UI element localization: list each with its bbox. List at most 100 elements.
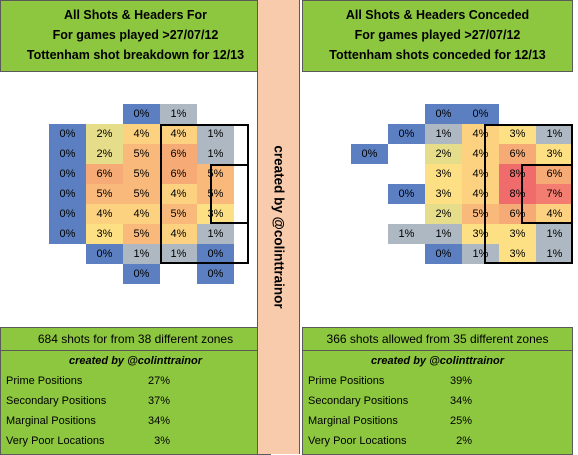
heatmap-cell: 6%	[160, 164, 197, 184]
heatmap-cell: 1%	[197, 224, 234, 244]
stat-value: 2%	[456, 435, 472, 447]
left-stat-secondary: Secondary Positions 37%	[1, 391, 270, 411]
heatmap-cell: 5%	[123, 144, 160, 164]
left-footer: 684 shots for from 38 different zones cr…	[0, 327, 271, 455]
stat-label: Prime Positions	[308, 375, 385, 387]
left-subtitle: For games played >27/07/12	[52, 28, 219, 42]
right-header: All Shots & Headers Conceded For games p…	[302, 0, 573, 72]
heatmap-cell: 5%	[197, 184, 234, 204]
stat-label: Prime Positions	[6, 375, 83, 387]
right-heatmap: 0% 0% 0% 1% 4% 3% 1% 0% 2% 4% 6% 3% 3% 4% 8% 6% 0% 3% 4% 8%…	[302, 72, 573, 327]
heatmap-cell: 1%	[536, 244, 573, 264]
stat-value: 34%	[449, 395, 472, 407]
left-heatmap: 0% 1% 0% 2% 4% 4% 1% 0% 2% 5% 6% 1% 0% 6% 5% 6% 5% 0% 5% 5%…	[0, 72, 271, 327]
heatmap-cell: 0%	[49, 204, 86, 224]
heatmap-cell: 4%	[536, 204, 573, 224]
heatmap-cell: 1%	[197, 124, 234, 144]
heatmap-cell: 1%	[197, 144, 234, 164]
heatmap-cell: 8%	[499, 184, 536, 204]
right-panel: All Shots & Headers Conceded For games p…	[302, 0, 573, 455]
heatmap-cell: 0%	[388, 184, 425, 204]
divider-banner: created by @colinttrainor	[257, 0, 300, 454]
heatmap-cell: 5%	[160, 204, 197, 224]
heatmap-cell: 6%	[499, 144, 536, 164]
heatmap-cell: 6%	[160, 144, 197, 164]
heatmap-cell: 4%	[462, 144, 499, 164]
heatmap-cell: 4%	[123, 124, 160, 144]
heatmap-cell: 0%	[49, 124, 86, 144]
left-stat-marginal: Marginal Positions 34%	[1, 411, 270, 431]
stat-value: 27%	[147, 375, 170, 387]
heatmap-cell: 0%	[388, 124, 425, 144]
left-title: All Shots & Headers For	[63, 8, 208, 22]
heatmap-cell: 3%	[499, 244, 536, 264]
heatmap-cell: 2%	[86, 124, 123, 144]
heatmap-cell: 0%	[197, 244, 234, 264]
right-title: All Shots & Headers Conceded	[345, 8, 530, 22]
heatmap-cell: 4%	[160, 224, 197, 244]
heatmap-cell: 4%	[86, 204, 123, 224]
heatmap-cell: 3%	[425, 164, 462, 184]
heatmap-cell: 3%	[499, 224, 536, 244]
left-stat-very-poor: Very Poor Locations 3%	[1, 431, 270, 451]
left-caption: Tottenham shot breakdown for 12/13	[26, 48, 245, 62]
heatmap-cell: 3%	[462, 224, 499, 244]
heatmap-cell: 0%	[425, 244, 462, 264]
right-stat-marginal: Marginal Positions 25%	[303, 411, 572, 431]
heatmap-cell: 2%	[86, 144, 123, 164]
right-footer: 366 shots allowed from 35 different zone…	[302, 327, 573, 455]
right-caption: Tottenham shots conceded for 12/13	[329, 48, 546, 62]
stat-label: Very Poor Locations	[308, 435, 407, 447]
stat-value: 3%	[154, 435, 170, 447]
heatmap-cell: 1%	[388, 224, 425, 244]
heatmap-cell: 1%	[160, 244, 197, 264]
heatmap-cell: 5%	[123, 164, 160, 184]
right-subtitle: For games played >27/07/12	[354, 28, 521, 42]
left-header: All Shots & Headers For For games played…	[0, 0, 271, 72]
heatmap-cell: 0%	[462, 104, 499, 124]
heatmap-cell: 4%	[462, 164, 499, 184]
stat-value: 25%	[449, 415, 472, 427]
stat-label: Secondary Positions	[6, 395, 107, 407]
stat-value: 39%	[449, 375, 472, 387]
heatmap-cell: 3%	[425, 184, 462, 204]
left-stat-prime: Prime Positions 27%	[1, 371, 270, 391]
heatmap-cell: 5%	[86, 184, 123, 204]
heatmap-cell: 0%	[123, 104, 160, 124]
heatmap-cell: 0%	[123, 264, 160, 284]
heatmap-cell: 0%	[49, 224, 86, 244]
heatmap-cell: 1%	[425, 124, 462, 144]
heatmap-cell: 7%	[536, 184, 573, 204]
stat-value: 37%	[147, 395, 170, 407]
heatmap-cell: 2%	[425, 144, 462, 164]
right-stat-prime: Prime Positions 39%	[303, 371, 572, 391]
right-stat-secondary: Secondary Positions 34%	[303, 391, 572, 411]
right-credit: created by @colinttrainor	[371, 355, 504, 367]
heatmap-cell: 1%	[123, 244, 160, 264]
heatmap-cell: 4%	[123, 204, 160, 224]
stat-label: Secondary Positions	[308, 395, 409, 407]
heatmap-cell: 0%	[49, 144, 86, 164]
heatmap-cell: 0%	[49, 164, 86, 184]
heatmap-cell: 1%	[536, 124, 573, 144]
right-stat-very-poor: Very Poor Locations 2%	[303, 431, 572, 451]
stat-label: Marginal Positions	[308, 415, 398, 427]
heatmap-cell: 3%	[536, 144, 573, 164]
heatmap-cell: 0%	[49, 184, 86, 204]
heatmap-cell: 5%	[123, 224, 160, 244]
heatmap-cell: 1%	[462, 244, 499, 264]
heatmap-cell: 4%	[462, 184, 499, 204]
left-panel: All Shots & Headers For For games played…	[0, 0, 271, 455]
heatmap-cell: 2%	[425, 204, 462, 224]
left-summary: 684 shots for from 38 different zones	[1, 328, 270, 351]
right-summary: 366 shots allowed from 35 different zone…	[303, 328, 572, 351]
heatmap-cell: 3%	[86, 224, 123, 244]
heatmap-cell: 1%	[160, 104, 197, 124]
heatmap-cell: 0%	[197, 264, 234, 284]
left-credit: created by @colinttrainor	[69, 355, 202, 367]
heatmap-cell: 5%	[123, 184, 160, 204]
heatmap-cell: 4%	[160, 124, 197, 144]
heatmap-cell: 0%	[86, 244, 123, 264]
heatmap-cell: 5%	[197, 164, 234, 184]
stat-label: Marginal Positions	[6, 415, 96, 427]
